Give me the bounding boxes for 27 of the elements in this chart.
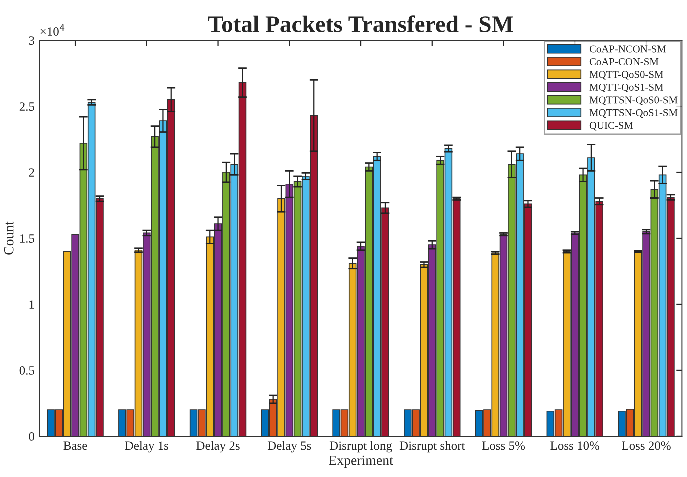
text: ×10$^{4}$ bbox=[40, 24, 65, 36]
x-tick-label: Delay 2s bbox=[196, 441, 240, 453]
y-tick-label: 1 bbox=[30, 300, 34, 309]
legend-label: MQTTSN-QoS1-SM bbox=[590, 109, 678, 118]
x-tick-label: Loss 10% bbox=[550, 442, 600, 450]
legend-label: MQTT-QoS1-SM bbox=[590, 84, 664, 93]
y-tick-label: 0 bbox=[29, 432, 35, 441]
legend-label: MQTTSN-QoS0-SM bbox=[590, 96, 678, 106]
y-tick-label: 0.5 bbox=[20, 366, 34, 375]
x-tick-label: Disrupt short bbox=[400, 441, 466, 453]
y-tick-label: 2 bbox=[29, 168, 34, 177]
chart-title: Total Packets Transfered - SM bbox=[208, 16, 514, 32]
y-axis-title: Count bbox=[4, 222, 14, 255]
x-tick-label: Delay 1s bbox=[125, 441, 168, 453]
y-tick-label: 2.5 bbox=[20, 102, 34, 112]
legend-label: MQTT-QoS0-SM bbox=[590, 71, 664, 80]
x-axis-title: Experiment bbox=[329, 456, 394, 468]
x-tick-label: Loss 5% bbox=[482, 442, 526, 450]
y-tick-label: 3 bbox=[29, 36, 34, 46]
x-tick-label: Base bbox=[64, 442, 88, 450]
legend-label: CoAP-CON-SM bbox=[590, 58, 659, 66]
x-tick-label: Disrupt long bbox=[330, 441, 392, 453]
x-tick-label: Loss 20% bbox=[622, 442, 671, 450]
legend-label: QUIC-SM bbox=[590, 122, 634, 131]
x-tick-label: Delay 5s bbox=[268, 441, 312, 453]
y-tick-label: 1.5 bbox=[20, 234, 34, 244]
legend-label: CoAP-NCON-SM bbox=[590, 46, 666, 53]
